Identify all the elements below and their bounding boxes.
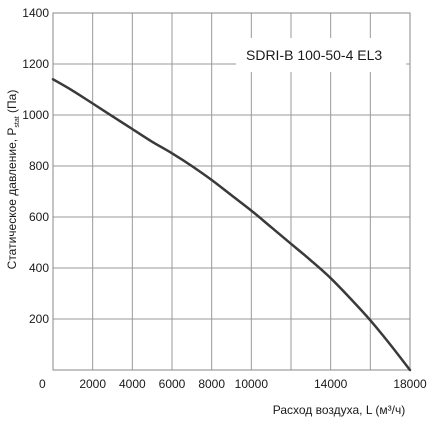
x-axis-label: Расход воздуха, L (м³/ч) <box>273 403 406 417</box>
x-tick-label: 14000 <box>314 377 348 391</box>
y-tick-label: 1000 <box>22 108 49 122</box>
x-tick-label: 4000 <box>119 377 146 391</box>
x-tick-label: 2000 <box>79 377 106 391</box>
y-tick-label: 1400 <box>22 6 49 20</box>
y-tick-label: 200 <box>29 312 49 326</box>
x-tick-label: 18000 <box>393 377 427 391</box>
y-tick-label: 800 <box>29 159 49 173</box>
y-axis-label: Статическое давление, Pstat (Па) <box>5 90 21 270</box>
model-label-background <box>236 38 406 72</box>
y-tick-label: 1200 <box>22 57 49 71</box>
plot-frame <box>52 12 411 371</box>
x-axis-ticks: 0 2000 4000 6000 8000 10000 14000 18000 <box>39 377 427 391</box>
y-axis-label-subscript: stat <box>14 116 21 127</box>
model-label: SDRI-B 100-50-4 EL3 <box>246 47 382 63</box>
x-tick-label: 0 <box>39 377 46 391</box>
y-axis-label-main: Статическое давление, P <box>5 128 19 270</box>
y-axis-ticks: 200 400 600 800 1000 1200 1400 <box>22 6 49 326</box>
x-tick-label: 8000 <box>198 377 225 391</box>
y-tick-label: 400 <box>29 261 49 275</box>
y-axis-label-unit: (Па) <box>5 90 19 117</box>
x-tick-label: 6000 <box>159 377 186 391</box>
performance-curve <box>51 78 412 372</box>
y-tick-label: 600 <box>29 210 49 224</box>
x-tick-label: 10000 <box>235 377 269 391</box>
